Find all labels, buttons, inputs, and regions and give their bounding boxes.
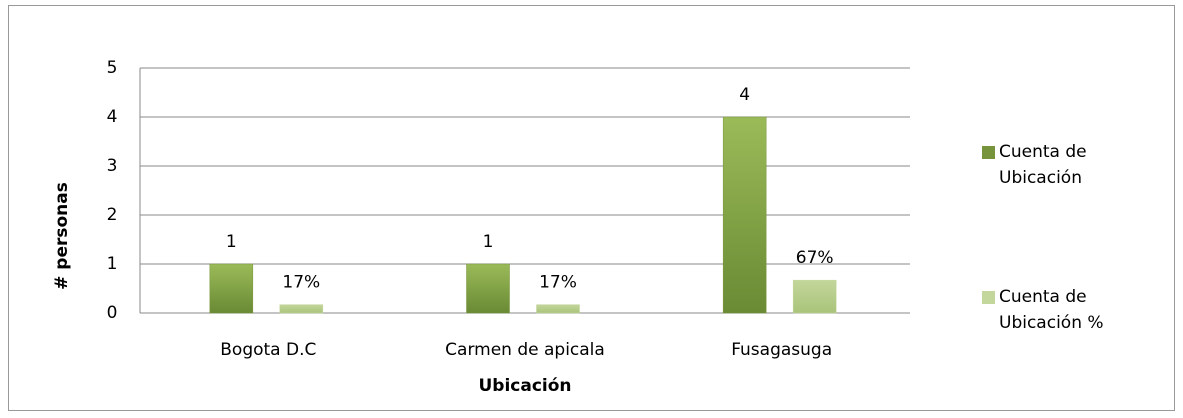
x-tick-label: Bogota D.C	[220, 340, 316, 360]
y-tick-label: 3	[107, 156, 118, 176]
x-tick-label: Fusagasuga	[731, 340, 832, 360]
legend-swatch	[982, 146, 995, 159]
data-label: 1	[226, 232, 237, 252]
legend-label: Cuenta de Ubicación %	[999, 287, 1104, 333]
legend-swatch	[982, 291, 995, 304]
x-axis-title: Ubicación	[478, 376, 571, 396]
data-label: 4	[739, 85, 750, 105]
y-tick-label: 2	[107, 205, 118, 225]
y-tick-label: 1	[107, 254, 118, 274]
legend-label: Cuenta de Ubicación	[999, 142, 1087, 188]
bar	[792, 279, 837, 314]
bar	[722, 116, 767, 314]
x-tick-label: Carmen de apicala	[445, 340, 605, 360]
y-axis-title: # personas	[52, 182, 72, 290]
bar	[209, 263, 254, 314]
legend-item: Cuenta de Ubicación	[982, 139, 1132, 191]
data-label: 67%	[796, 248, 834, 268]
bar	[279, 304, 324, 314]
bar	[536, 304, 580, 314]
legend-item: Cuenta de Ubicación %	[982, 284, 1132, 336]
chart-frame	[8, 5, 1175, 411]
y-tick-label: 0	[107, 303, 118, 323]
data-label: 17%	[282, 273, 320, 293]
data-label: 1	[483, 232, 494, 252]
y-tick-label: 5	[107, 58, 118, 78]
data-label: 17%	[539, 273, 577, 293]
y-tick-label: 4	[107, 107, 118, 127]
bar	[466, 263, 510, 314]
